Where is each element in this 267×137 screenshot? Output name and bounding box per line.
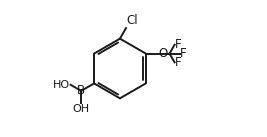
Text: OH: OH — [73, 104, 90, 114]
Text: B: B — [77, 84, 85, 97]
Text: F: F — [175, 56, 182, 69]
Text: Cl: Cl — [127, 14, 138, 27]
Text: HO: HO — [53, 80, 70, 90]
Text: F: F — [175, 38, 182, 51]
Text: F: F — [180, 47, 187, 60]
Text: O: O — [159, 47, 168, 60]
